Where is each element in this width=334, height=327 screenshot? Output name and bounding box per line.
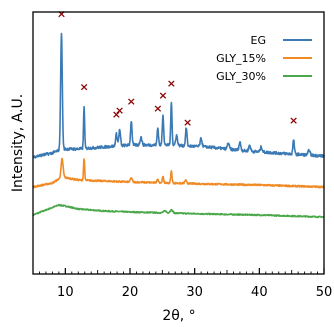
peak-marker-1: × (79, 81, 88, 94)
legend-label: GLY_15% (216, 52, 266, 65)
series-line-gly-30- (32, 203, 325, 219)
legend-label: GLY_30% (216, 70, 266, 83)
series-layer (32, 32, 325, 219)
x-tick-label: 50 (316, 285, 333, 300)
peak-marker-8: × (183, 116, 192, 129)
x-axis-label: 2θ, ° (162, 308, 195, 324)
x-tick-label: 20 (122, 285, 139, 300)
peak-marker-7: × (167, 77, 176, 90)
peak-marker-2: × (112, 108, 121, 121)
legend: EG GLY_15% GLY_30% (216, 34, 312, 83)
y-axis-label: Intensity, A.U. (10, 94, 26, 192)
peak-marker-3: × (115, 104, 124, 117)
peak-marker-6: × (158, 89, 167, 102)
peak-marker-4: × (127, 95, 136, 108)
peak-markers: ××××××××× × (57, 7, 298, 129)
series-line-eg (32, 32, 325, 159)
x-tick-label: 10 (57, 285, 74, 300)
x-tick-label: 30 (186, 285, 203, 300)
plot-frame (32, 11, 325, 275)
series-line-gly-15- (32, 157, 325, 189)
legend-label: EG (251, 34, 266, 47)
x-tick-label: 40 (251, 285, 268, 300)
peak-marker-5: × (153, 102, 162, 115)
x-axis: 10 20 30 40 50 (32, 268, 333, 300)
peak-marker-9: × (289, 114, 298, 127)
peak-marker-0: × (57, 7, 66, 20)
